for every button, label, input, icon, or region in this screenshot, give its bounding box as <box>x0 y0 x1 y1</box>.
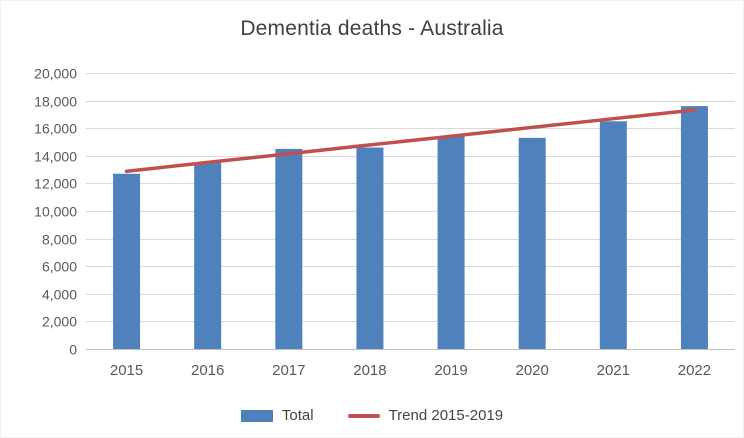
bar-chart-plot: 0 2,000 4,000 6,000 8,000 10,000 12,000 14,000 1… <box>34 66 735 379</box>
svg-text:2022: 2022 <box>678 362 711 379</box>
svg-text:2016: 2016 <box>191 362 224 379</box>
svg-text:2018: 2018 <box>353 362 386 379</box>
svg-text:2017: 2017 <box>272 362 305 379</box>
svg-text:2,000: 2,000 <box>42 314 77 330</box>
svg-text:12,000: 12,000 <box>34 176 77 192</box>
svg-text:2021: 2021 <box>597 362 630 379</box>
svg-text:2020: 2020 <box>516 362 549 379</box>
chart-title: Dementia deaths - Australia <box>240 17 504 40</box>
chart-legend: Total Trend 2015-2019 <box>1 407 743 424</box>
legend-item-total: Total <box>240 407 314 424</box>
svg-text:6,000: 6,000 <box>42 259 77 275</box>
svg-text:2015: 2015 <box>110 362 143 379</box>
svg-text:8,000: 8,000 <box>42 232 77 248</box>
svg-text:18,000: 18,000 <box>34 94 77 110</box>
legend-item-trend: Trend 2015-2019 <box>347 407 504 424</box>
svg-text:14,000: 14,000 <box>34 149 77 165</box>
svg-text:20,000: 20,000 <box>34 66 77 82</box>
legend-label-trend: Trend 2015-2019 <box>388 407 504 424</box>
svg-text:4,000: 4,000 <box>42 287 77 303</box>
svg-text:10,000: 10,000 <box>34 204 77 220</box>
svg-text:16,000: 16,000 <box>34 121 77 137</box>
svg-text:2019: 2019 <box>434 362 467 379</box>
svg-text:0: 0 <box>69 342 77 358</box>
legend-swatch-total <box>240 409 273 422</box>
legend-swatch-trend <box>347 413 380 418</box>
legend-label-total: Total <box>281 407 314 424</box>
